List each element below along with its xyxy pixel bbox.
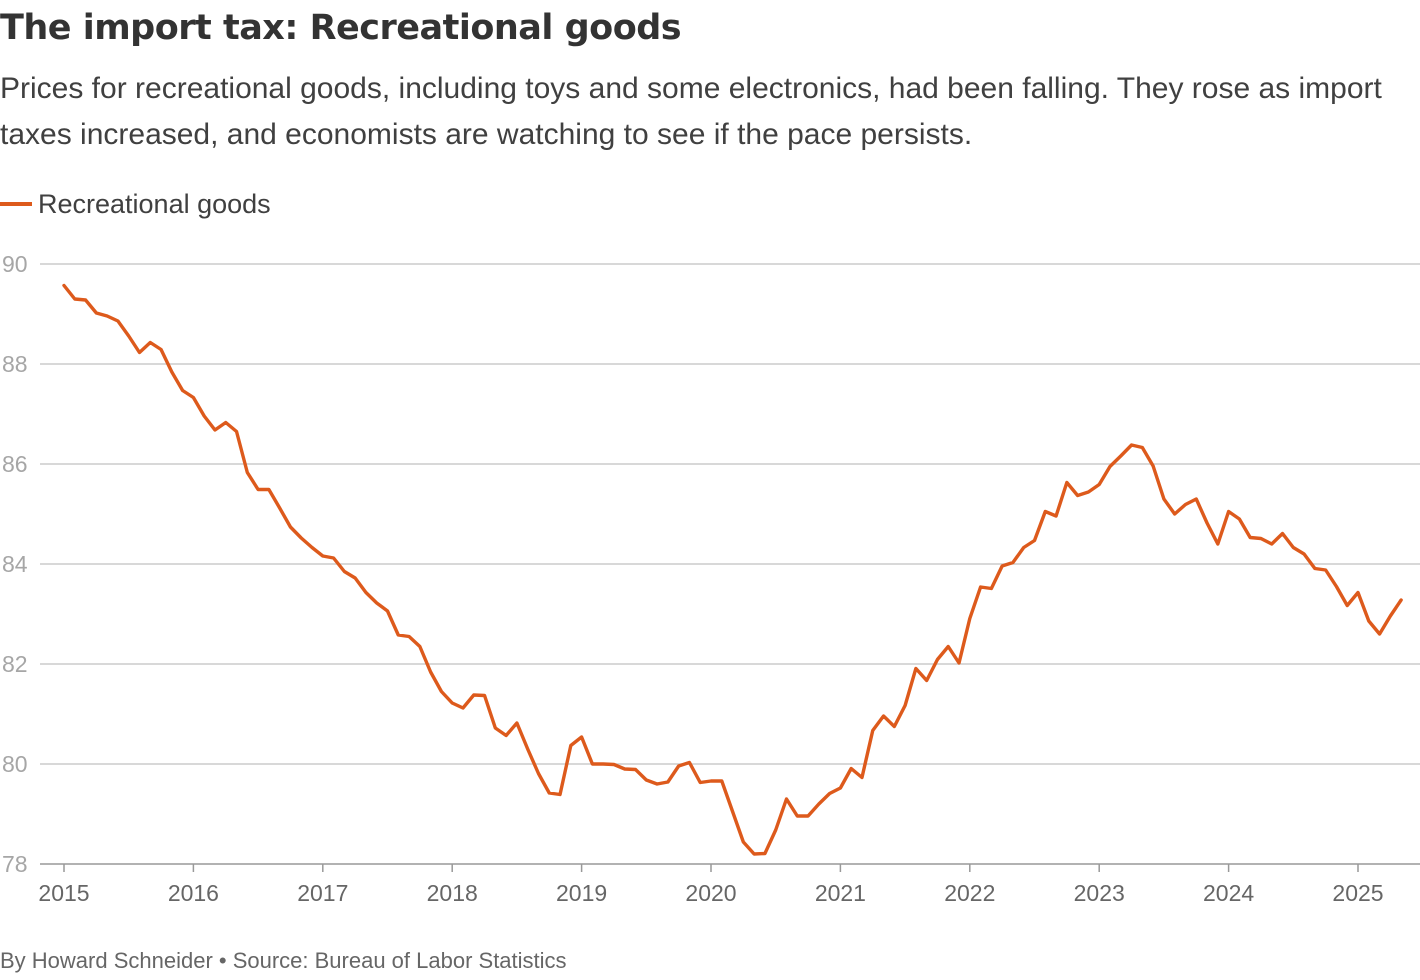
y-axis-ticks: 90 88 86 84 82 80 78 bbox=[2, 251, 28, 877]
footer-credit: By Howard Schneider • Source: Bureau of … bbox=[0, 948, 567, 973]
x-tick-label: 2016 bbox=[168, 880, 219, 906]
x-tick-label: 2018 bbox=[427, 880, 478, 906]
x-tick-label: 2024 bbox=[1203, 880, 1254, 906]
x-tick-label: 2020 bbox=[685, 880, 736, 906]
series-layer bbox=[62, 283, 1403, 856]
x-tick-label: 2022 bbox=[944, 880, 995, 906]
legend-label: Recreational goods bbox=[38, 188, 271, 219]
legend-swatch bbox=[0, 202, 32, 206]
chart-subtitle: Prices for recreational goods, including… bbox=[0, 72, 1382, 151]
x-tick-label: 2015 bbox=[38, 880, 89, 906]
x-tick-label: 2017 bbox=[297, 880, 348, 906]
chart-title: The import tax: Recreational goods bbox=[0, 8, 682, 48]
y-tick-label: 88 bbox=[2, 351, 28, 377]
y-tick-label: 80 bbox=[2, 751, 28, 777]
y-tick-label: 84 bbox=[2, 551, 28, 577]
y-tick-label: 82 bbox=[2, 651, 28, 677]
legend: Recreational goods bbox=[0, 186, 271, 222]
y-tick-label: 86 bbox=[2, 451, 28, 477]
x-tick-label: 2025 bbox=[1332, 880, 1383, 906]
gridlines bbox=[40, 263, 1420, 865]
y-tick-label: 78 bbox=[2, 851, 28, 877]
x-tick-label: 2021 bbox=[815, 880, 866, 906]
series-line-recreational-goods bbox=[62, 283, 1403, 856]
y-tick-label: 90 bbox=[2, 251, 28, 277]
x-tick-label: 2019 bbox=[556, 880, 607, 906]
x-axis-ticks: 2015 2016 2017 2018 2019 2020 2021 2022 2023 2024… bbox=[38, 864, 1384, 906]
x-tick-label: 2023 bbox=[1074, 880, 1125, 906]
